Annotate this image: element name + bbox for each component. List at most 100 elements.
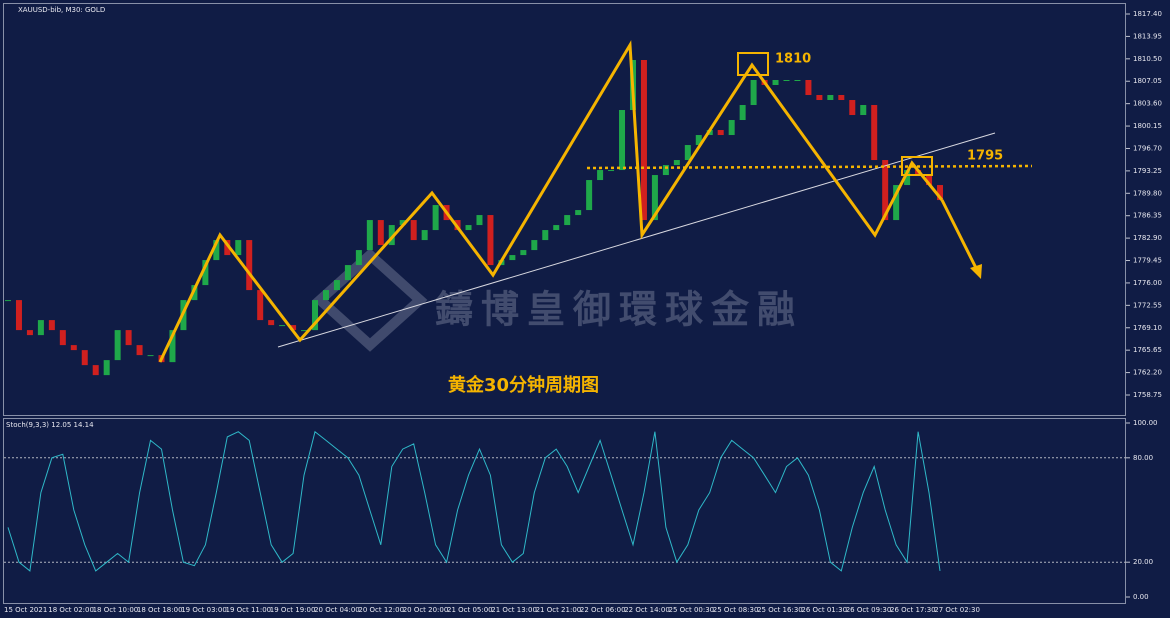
stoch-line (7, 430, 941, 572)
candle (783, 80, 790, 82)
y-tick-label: 1803.60 (1133, 100, 1162, 108)
x-tick-label: 19 Oct 11:00 (226, 606, 272, 614)
candle (816, 95, 823, 101)
candle (871, 105, 878, 161)
y-tick-label: 1796.70 (1133, 144, 1162, 152)
y-tick-label: 1772.55 (1133, 301, 1162, 309)
candle (794, 80, 801, 82)
watermark: 鑄博皇御環球金融 (435, 288, 803, 332)
x-tick-label: 20 Oct 20:00 (403, 606, 449, 614)
candle (333, 280, 340, 291)
candle (366, 220, 373, 251)
highlight-box (901, 156, 933, 176)
resistance-line (586, 164, 1033, 170)
candle (257, 290, 264, 321)
y-tick-label: 1807.05 (1133, 77, 1162, 85)
candle (838, 95, 845, 101)
y-tick-label: 1769.10 (1133, 324, 1162, 332)
x-tick-label: 25 Oct 16:30 (757, 606, 803, 614)
candle (312, 300, 319, 331)
candle (290, 325, 297, 331)
x-tick-label: 15 Oct 2021 (4, 606, 47, 614)
candle (246, 240, 253, 291)
candle (224, 240, 231, 256)
forecast-arrow (940, 199, 980, 273)
candle (476, 215, 483, 226)
candle (827, 95, 834, 101)
candle (651, 175, 658, 221)
candle (575, 210, 582, 216)
candle (564, 215, 571, 226)
candle (509, 255, 516, 261)
candle (48, 320, 55, 331)
candle (92, 365, 99, 376)
highlight-box (737, 52, 769, 76)
candle (904, 170, 911, 186)
candle (136, 345, 143, 356)
y-tick-label: 1813.95 (1133, 32, 1162, 40)
candle (213, 240, 220, 261)
candle (586, 180, 593, 211)
x-tick-label: 19 Oct 03:00 (181, 606, 227, 614)
candle (279, 325, 286, 327)
candle (202, 260, 209, 286)
candle (717, 130, 724, 136)
x-tick-label: 20 Oct 12:00 (358, 606, 404, 614)
candle (937, 185, 943, 201)
candle (662, 165, 669, 176)
x-tick-label: 21 Oct 05:00 (447, 606, 493, 614)
candle (487, 215, 494, 266)
candle (114, 330, 121, 361)
y-tick-label: 0.00 (1133, 593, 1149, 601)
annotation: 1810 (775, 52, 811, 67)
y-tick-label: 1810.50 (1133, 55, 1162, 63)
candle (728, 120, 735, 136)
candle (5, 300, 11, 302)
y-tick-label: 100.00 (1133, 419, 1158, 427)
candle (322, 290, 329, 301)
x-tick-label: 27 Oct 02:30 (934, 606, 980, 614)
y-tick-label: 1782.90 (1133, 234, 1162, 242)
candle (695, 135, 702, 146)
candle (37, 320, 44, 336)
candle (301, 330, 308, 332)
x-tick-label: 18 Oct 10:00 (93, 606, 139, 614)
candle (531, 240, 538, 251)
price-panel (3, 3, 1126, 416)
x-tick-label: 22 Oct 14:00 (624, 606, 670, 614)
stoch-panel (3, 418, 1126, 604)
candle (169, 330, 176, 363)
candle (344, 265, 351, 281)
annotation: 1795 (967, 149, 1003, 164)
candle (465, 225, 472, 231)
candle (432, 205, 439, 231)
candle (553, 225, 560, 231)
y-tick-label: 80.00 (1133, 454, 1153, 462)
y-tick-label: 1800.15 (1133, 122, 1162, 130)
x-tick-label: 25 Oct 00:30 (669, 606, 715, 614)
candle (59, 330, 66, 346)
candle (926, 175, 933, 186)
candle (860, 105, 867, 116)
candle (597, 170, 604, 181)
x-tick-label: 22 Oct 06:00 (580, 606, 626, 614)
x-tick-label: 26 Oct 17:30 (890, 606, 936, 614)
caption: 黄金30分钟周期图 (448, 374, 599, 396)
candle (147, 355, 154, 357)
candle (103, 360, 110, 376)
candle (26, 330, 33, 336)
x-tick-label: 18 Oct 18:00 (137, 606, 183, 614)
x-tick-label: 25 Oct 08:30 (713, 606, 759, 614)
x-tick-label: 26 Oct 01:30 (801, 606, 847, 614)
arrow-head (970, 264, 982, 279)
x-tick-label: 21 Oct 13:00 (491, 606, 537, 614)
candle (410, 220, 417, 241)
candle (520, 250, 527, 256)
x-tick-label: 18 Oct 02:00 (48, 606, 94, 614)
y-tick-label: 1793.25 (1133, 167, 1162, 175)
candle (805, 80, 812, 96)
y-tick-label: 1758.75 (1133, 391, 1162, 399)
